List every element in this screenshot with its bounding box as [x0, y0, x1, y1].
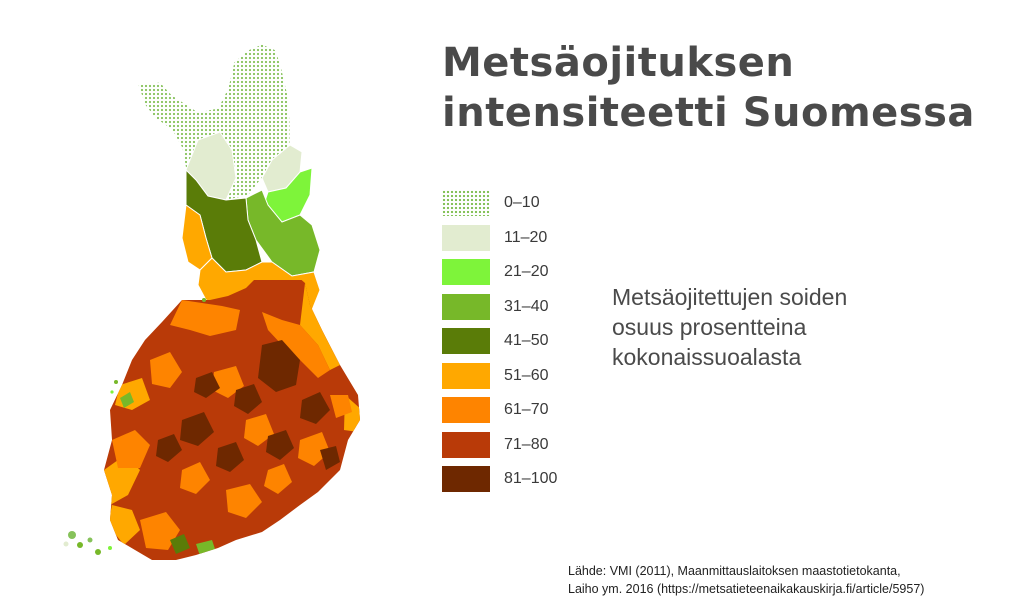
legend-label: 51–60: [504, 366, 549, 384]
legend-description: Metsäojitettujen soiden osuus prosenttei…: [612, 282, 952, 372]
legend-swatch: [442, 362, 490, 389]
description-line-2: osuus prosentteina: [612, 314, 807, 340]
legend-label: 0–10: [504, 194, 540, 211]
legend-swatch: [442, 397, 490, 423]
source-note: Lähde: VMI (2011), Maanmittauslaitoksen …: [568, 562, 1018, 598]
finland-choropleth-map: [63, 43, 360, 560]
region-north-lapland: [137, 43, 291, 201]
description-line-3: kokonaissuoalasta: [612, 344, 802, 370]
legend-label: 71–80: [504, 435, 549, 453]
description-line-1: Metsäojitettujen soiden: [612, 284, 848, 310]
legend-label: 21–20: [504, 263, 549, 280]
legend-swatch: [442, 190, 490, 216]
page-title: Metsäojituksen intensiteetti Suomessa: [442, 38, 1002, 138]
legend-swatch: [442, 431, 490, 458]
southern-finland: [104, 280, 360, 560]
legend-swatch: [442, 328, 490, 354]
legend-label: 11–20: [504, 228, 548, 246]
legend-label: 41–50: [504, 332, 549, 349]
legend-label: 61–70: [504, 401, 549, 418]
southwest-archipelago: [63, 298, 206, 555]
title-line-2: intensiteetti Suomessa: [442, 90, 975, 136]
legend-label: 31–40: [504, 297, 549, 315]
legend-swatch: [442, 259, 490, 285]
legend-swatch: [442, 466, 490, 492]
legend-label: 81–100: [504, 470, 558, 487]
legend-swatch: [442, 293, 490, 320]
source-line-2: Laiho ym. 2016 (https://metsatieteenaika…: [568, 582, 925, 596]
source-line-1: Lähde: VMI (2011), Maanmittauslaitoksen …: [568, 564, 901, 578]
legend-swatch: [442, 224, 490, 251]
title-line-1: Metsäojituksen: [442, 40, 795, 86]
